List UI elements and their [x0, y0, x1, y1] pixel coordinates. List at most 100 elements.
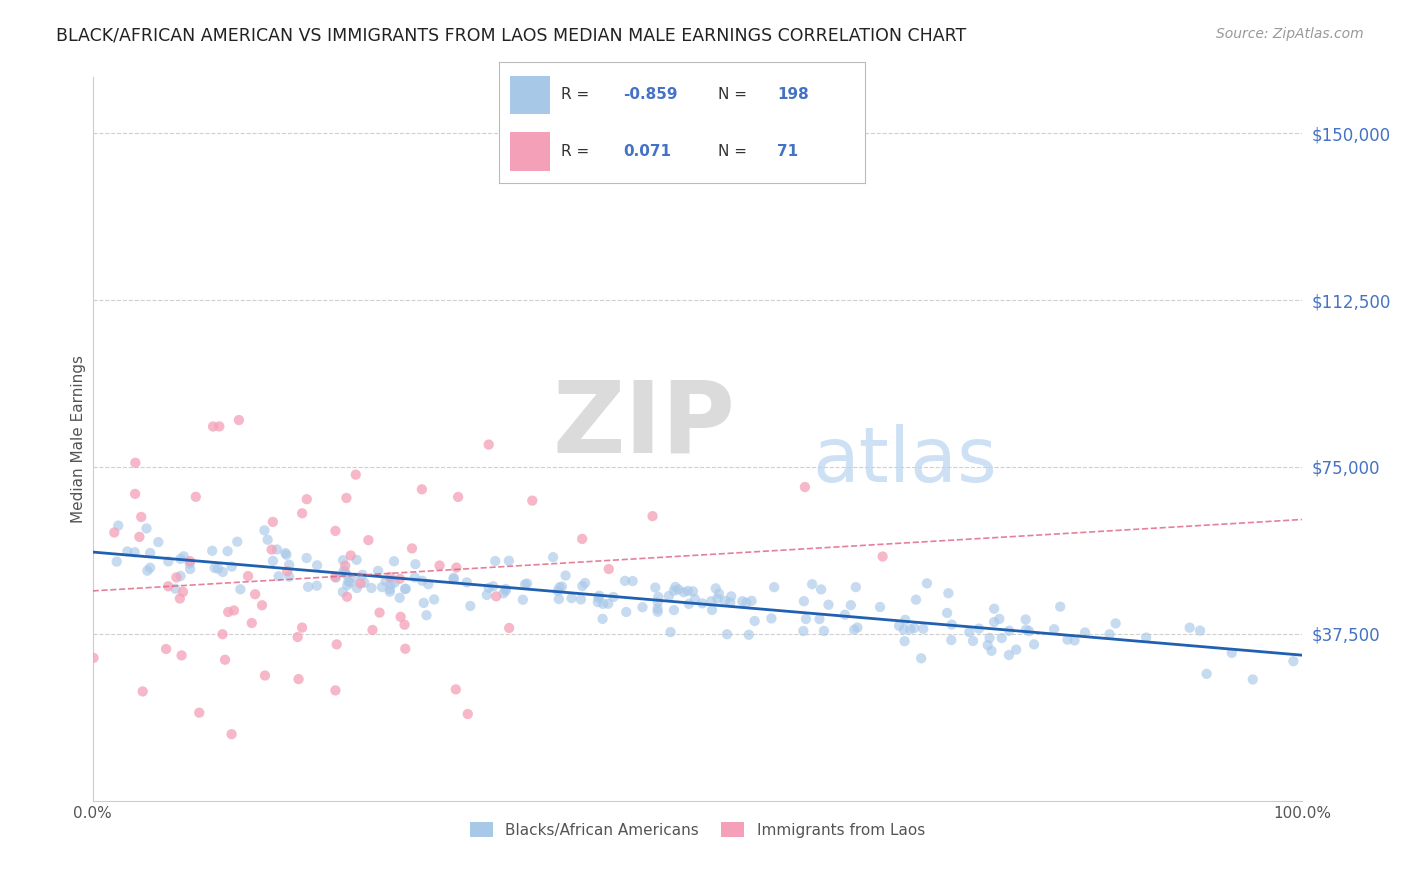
Text: 0.071: 0.071 [623, 144, 672, 159]
Point [228, 413, 250, 427]
Point [641, 509, 664, 524]
Point [443, 572, 465, 586]
Point [335, 491, 357, 505]
Point [516, 576, 538, 591]
Point [976, 638, 998, 652]
Point [169, 569, 191, 583]
Point [983, 601, 1005, 615]
Point [352, 567, 374, 582]
Point [983, 615, 1005, 629]
Point [484, 554, 506, 568]
Point [444, 682, 467, 697]
Point [761, 611, 783, 625]
Point [267, 569, 290, 583]
Point [236, 569, 259, 583]
Point [305, 579, 328, 593]
Point [614, 605, 637, 619]
Point [443, 571, 465, 585]
Point [346, 581, 368, 595]
Point [598, 597, 620, 611]
Point [404, 570, 426, 584]
Point [810, 582, 832, 597]
Point [129, 510, 152, 524]
Point [793, 594, 815, 608]
Point [1063, 633, 1085, 648]
Point [337, 574, 360, 589]
Point [704, 582, 727, 596]
Point [1018, 624, 1040, 638]
Y-axis label: Median Male Earnings: Median Male Earnings [72, 355, 86, 524]
Point [1005, 642, 1028, 657]
Point [512, 592, 534, 607]
Point [221, 727, 243, 741]
Point [1043, 622, 1066, 636]
Point [287, 630, 309, 644]
Point [647, 590, 669, 604]
Point [714, 594, 737, 608]
Point [813, 624, 835, 638]
Point [357, 533, 380, 548]
Point [384, 575, 406, 590]
Bar [510, 132, 550, 171]
Point [188, 706, 211, 720]
Point [792, 624, 814, 638]
Point [211, 627, 233, 641]
Text: R =: R = [561, 87, 589, 103]
Point [361, 623, 384, 637]
Point [243, 587, 266, 601]
Point [482, 579, 505, 593]
Point [412, 596, 434, 610]
Point [211, 565, 233, 579]
Point [1104, 616, 1126, 631]
Point [498, 554, 520, 568]
Point [217, 605, 239, 619]
Point [893, 634, 915, 648]
Text: 198: 198 [778, 87, 808, 103]
Point [817, 598, 839, 612]
Text: N =: N = [718, 144, 748, 159]
Point [335, 558, 357, 573]
Point [692, 596, 714, 610]
Point [478, 437, 501, 451]
Point [226, 534, 249, 549]
Point [229, 582, 252, 597]
Point [411, 574, 433, 588]
Point [631, 600, 654, 615]
Point [204, 561, 226, 575]
Point [368, 606, 391, 620]
Point [588, 589, 610, 603]
Point [202, 419, 225, 434]
Point [335, 567, 357, 582]
Point [1220, 646, 1243, 660]
Point [253, 524, 276, 538]
Legend: Blacks/African Americans, Immigrants from Laos: Blacks/African Americans, Immigrants fro… [464, 816, 931, 844]
Point [592, 612, 614, 626]
Point [323, 570, 346, 584]
Text: N =: N = [718, 87, 748, 103]
Point [910, 651, 932, 665]
Point [276, 548, 298, 562]
Point [266, 542, 288, 557]
Point [1135, 631, 1157, 645]
Point [411, 483, 433, 497]
Point [184, 490, 207, 504]
Text: ZIP: ZIP [553, 376, 735, 473]
Point [208, 419, 231, 434]
Point [157, 579, 180, 593]
Point [139, 546, 162, 560]
Point [429, 558, 451, 573]
Point [179, 557, 201, 571]
Point [844, 623, 866, 637]
Point [598, 562, 620, 576]
Point [394, 617, 416, 632]
Point [371, 580, 394, 594]
Point [217, 544, 239, 558]
Point [741, 594, 763, 608]
Point [980, 644, 1002, 658]
Point [214, 653, 236, 667]
Point [588, 591, 610, 605]
Point [988, 612, 1011, 626]
Point [1098, 627, 1121, 641]
Point [201, 543, 224, 558]
Point [941, 633, 963, 648]
